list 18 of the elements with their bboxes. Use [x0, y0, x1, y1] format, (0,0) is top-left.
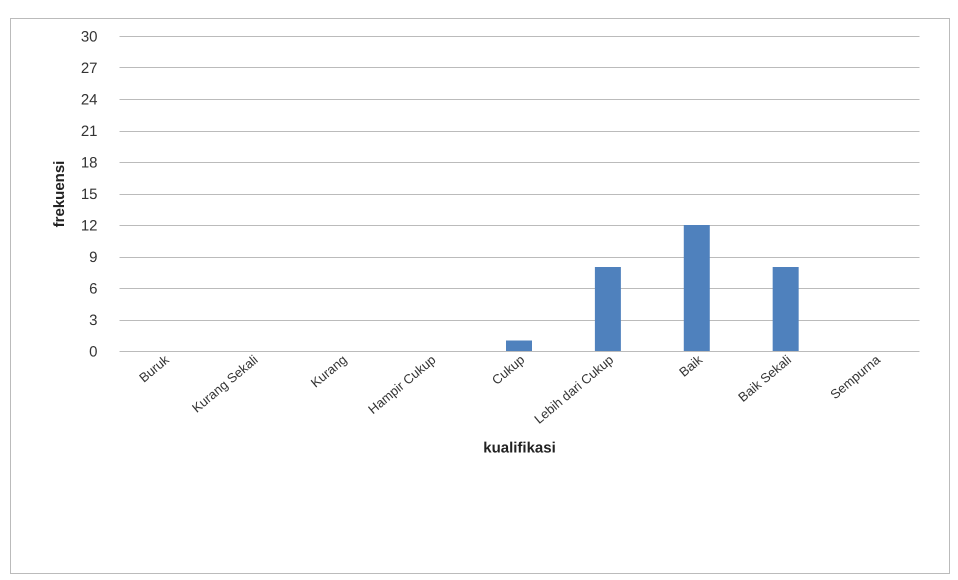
- bar: [684, 225, 710, 351]
- y-axis-title: frekuensi: [50, 160, 68, 228]
- y-tick-label: 12: [80, 218, 98, 234]
- y-tick-label: 9: [89, 249, 98, 266]
- y-tick-label: 6: [89, 280, 98, 298]
- x-axis-title: kualifikasi: [483, 440, 556, 457]
- y-tick-label: 18: [80, 154, 98, 172]
- y-tick-label: 21: [80, 123, 98, 140]
- y-tick-label: 15: [80, 186, 98, 203]
- bar: [772, 267, 799, 351]
- y-tick-label: 0: [89, 344, 98, 360]
- y-tick-label: 30: [80, 28, 98, 46]
- x-tick-label: Baik: [676, 352, 706, 380]
- bar: [506, 340, 532, 351]
- y-tick-label: 24: [80, 92, 98, 108]
- bar: [594, 267, 621, 351]
- y-tick-label: 3: [89, 312, 98, 329]
- y-tick-label: 27: [80, 60, 98, 77]
